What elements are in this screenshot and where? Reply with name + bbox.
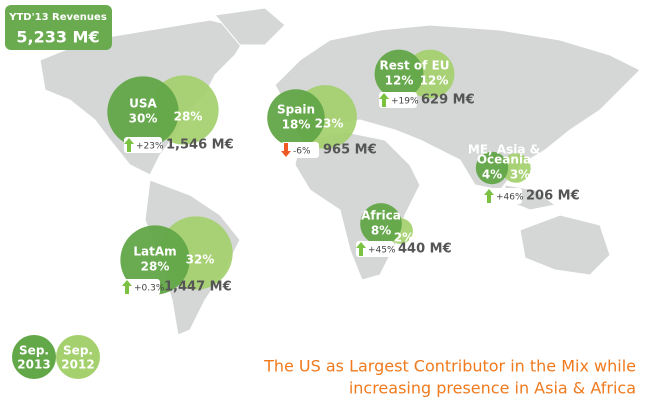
legend-label: 2012 — [61, 358, 94, 372]
growth-label: +45% — [368, 246, 396, 256]
share-2012-label: 3% — [510, 168, 530, 182]
share-2012-label: 28% — [174, 110, 203, 124]
revenue-label: 629 M€ — [421, 93, 475, 108]
growth-box — [122, 279, 160, 295]
share-2013-label: 12% — [385, 74, 414, 88]
bubble-2013 — [475, 151, 509, 185]
growth-label: +19% — [391, 97, 419, 107]
total-box — [5, 5, 112, 50]
share-2012-label: 2% — [394, 231, 414, 245]
growth-label: +23% — [136, 142, 164, 152]
legend-swatch — [12, 335, 56, 379]
trend-arrow — [356, 242, 366, 256]
total-value: 5,233 M€ — [16, 28, 99, 47]
trend-arrow — [281, 143, 291, 157]
bubble-2013 — [267, 89, 325, 147]
trend-arrow — [124, 138, 134, 152]
share-2013-label: 28% — [141, 260, 170, 274]
share-2012-label: 32% — [186, 253, 215, 267]
region-name: USA — [129, 97, 157, 111]
bubble-2013 — [120, 225, 190, 295]
growth-box — [484, 188, 522, 204]
growth-label: +0.3% — [134, 284, 165, 294]
region-name: Oceania — [477, 153, 531, 167]
share-2012-label: 12% — [420, 74, 449, 88]
revenue-label: 206 M€ — [526, 189, 580, 204]
growth-box — [379, 92, 417, 108]
legend-label: 2013 — [17, 358, 50, 372]
caption-line: The US as Largest Contributor in the Mix… — [263, 357, 636, 376]
revenue-label: 440 M€ — [398, 242, 452, 257]
trend-arrow — [122, 280, 132, 294]
share-2013-label: 8% — [371, 224, 391, 238]
total-title: YTD'13 Revenues — [8, 12, 107, 23]
legend-swatch — [56, 335, 100, 379]
region-name: Africa — [361, 209, 401, 223]
growth-label: +46% — [496, 193, 524, 203]
trend-arrow — [484, 189, 494, 203]
share-2013-label: 4% — [482, 168, 502, 182]
revenue-label: 1,546 M€ — [166, 138, 234, 153]
trend-arrow — [379, 93, 389, 107]
legend-label: Sep. — [63, 344, 93, 358]
bubble-2013 — [374, 49, 424, 99]
growth-box — [356, 241, 394, 257]
region-name: LatAm — [133, 245, 176, 259]
share-2012-label: 23% — [315, 117, 344, 131]
bubble-2013 — [107, 76, 179, 148]
region-name: Spain — [277, 103, 315, 117]
share-2013-label: 30% — [129, 112, 158, 126]
revenue-label: 965 M€ — [323, 143, 377, 158]
revenue-label: 1,447 M€ — [164, 280, 232, 295]
growth-box — [124, 137, 162, 153]
region-name: ME, Asia & — [468, 143, 540, 157]
growth-box — [281, 142, 319, 158]
share-2013-label: 18% — [282, 118, 311, 132]
bubble-2013 — [360, 203, 402, 245]
caption-line: increasing presence in Asia & Africa — [349, 379, 636, 398]
legend-label: Sep. — [19, 344, 49, 358]
growth-label: -6% — [293, 147, 311, 157]
region-name: Rest of EU — [379, 59, 449, 73]
bubble-2012 — [501, 153, 531, 183]
